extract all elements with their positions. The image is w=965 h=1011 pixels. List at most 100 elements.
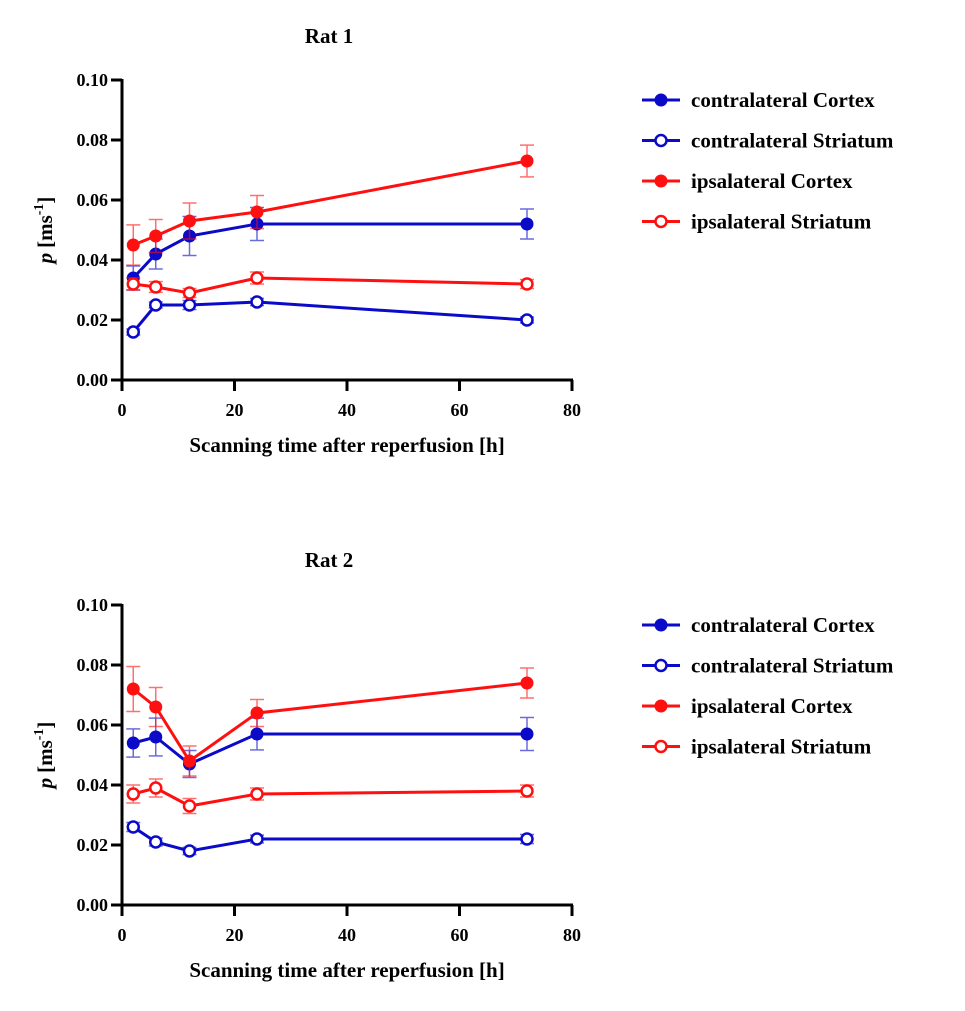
data-point — [149, 835, 163, 849]
legend-item: ipsalateral Striatum — [642, 735, 872, 759]
x-tick-label: 40 — [338, 400, 356, 420]
x-tick-label: 60 — [451, 925, 469, 945]
legend-marker — [654, 214, 668, 229]
legend-label: contralateral Cortex — [691, 88, 875, 112]
x-tick-label: 80 — [563, 400, 581, 420]
y-axis-label: p [ms-1] — [32, 197, 57, 266]
data-point — [520, 154, 534, 168]
data-point — [126, 682, 140, 696]
data-point — [182, 286, 197, 300]
legend-item: contralateral Striatum — [642, 654, 894, 678]
data-point — [520, 784, 534, 798]
chart-panel-1: Rat 1 0.00 0.02 0.04 0.06 0.08 0.10 0 20 40 60 80 Sc… — [32, 24, 894, 457]
series-line — [132, 681, 528, 764]
x-tick-label: 0 — [118, 925, 127, 945]
data-point — [520, 313, 534, 327]
series-ipsalateral-striatum — [126, 271, 534, 300]
data-point — [126, 736, 140, 750]
x-tick-label: 60 — [451, 400, 469, 420]
x-axis-label: Scanning time after reperfusion [h] — [189, 433, 504, 457]
y-axis-label-unit: [ms — [33, 215, 57, 248]
data-point — [149, 280, 163, 294]
legend-marker — [654, 133, 668, 148]
x-tick-label: 40 — [338, 925, 356, 945]
data-point — [250, 727, 264, 741]
legend-label: ipsalateral Cortex — [691, 169, 853, 193]
chart-panel-2: Rat 2 0.00 0.02 0.04 0.06 0.08 0.10 0 20 40 60 80 Sc… — [32, 548, 894, 982]
data-point — [149, 229, 163, 243]
data-point — [183, 214, 196, 228]
series-ipsalateral-cortex — [126, 144, 534, 266]
data-point — [250, 787, 264, 801]
legend-marker — [654, 174, 668, 188]
data-point — [149, 298, 163, 312]
legend-label: contralateral Cortex — [691, 613, 875, 637]
y-tick-label: 0.02 — [77, 310, 109, 330]
data-point — [126, 820, 140, 834]
legend-marker — [654, 93, 668, 107]
data-point — [250, 205, 264, 219]
data-point — [250, 706, 264, 720]
data-point — [250, 295, 264, 309]
data-point — [250, 832, 264, 846]
y-axis-label-symbol: p — [33, 778, 57, 791]
legend-label: ipsalateral Striatum — [691, 735, 872, 759]
data-point — [126, 325, 140, 339]
x-tick-label: 20 — [226, 925, 244, 945]
legend-marker — [654, 739, 668, 754]
y-tick-label: 0.06 — [77, 190, 109, 210]
series-contralateral-striatum — [126, 295, 534, 339]
legend-label: contralateral Striatum — [691, 654, 894, 678]
legend-item: contralateral Cortex — [642, 88, 875, 112]
x-tick-label: 0 — [118, 400, 127, 420]
y-tick-label: 0.10 — [77, 70, 109, 90]
y-tick-label: 0.08 — [77, 655, 109, 675]
x-tick-label: 80 — [563, 925, 581, 945]
data-point — [126, 277, 140, 291]
y-tick-label: 0.04 — [77, 250, 109, 270]
legend-marker — [654, 658, 668, 673]
data-point — [520, 727, 534, 741]
series-ipsalateral-striatum — [126, 778, 534, 815]
legend-marker — [654, 699, 668, 713]
error-bars — [126, 144, 534, 266]
data-point — [250, 271, 264, 285]
data-point — [520, 217, 534, 231]
y-axis-label-exponent: -1 — [32, 204, 47, 216]
series-contralateral-striatum — [126, 820, 534, 858]
y-axis-label-unit: [ms — [33, 740, 57, 773]
data-point — [182, 298, 197, 312]
legend-item: contralateral Cortex — [642, 613, 875, 637]
y-axis-label: p [ms-1] — [32, 722, 57, 791]
legend-label: ipsalateral Striatum — [691, 210, 872, 234]
data-point — [182, 799, 197, 813]
legend-label: contralateral Striatum — [691, 129, 894, 153]
y-tick-label: 0.08 — [77, 130, 109, 150]
legend-label: ipsalateral Cortex — [691, 694, 853, 718]
y-tick-label: 0.00 — [77, 370, 109, 390]
legend-item: contralateral Striatum — [642, 129, 894, 153]
data-point — [149, 247, 163, 261]
y-tick-label: 0.00 — [77, 895, 109, 915]
data-point — [126, 787, 140, 801]
y-axis-label-exponent: -1 — [32, 729, 47, 741]
data-point — [520, 832, 534, 846]
y-tick-label: 0.04 — [77, 775, 109, 795]
x-axis-label: Scanning time after reperfusion [h] — [189, 958, 504, 982]
data-point — [520, 676, 534, 690]
data-point — [520, 277, 534, 291]
y-axis-label-close: ] — [33, 722, 57, 729]
y-tick-label: 0.10 — [77, 595, 109, 615]
y-axis-label-symbol: p — [33, 253, 57, 266]
data-point — [182, 844, 197, 858]
series-contralateral-cortex — [126, 716, 534, 779]
legend-marker — [654, 618, 668, 632]
data-point — [149, 700, 163, 714]
x-tick-label: 20 — [226, 400, 244, 420]
y-tick-label: 0.02 — [77, 835, 109, 855]
data-point — [183, 754, 196, 768]
data-point — [149, 730, 163, 744]
legend-item: ipsalateral Striatum — [642, 210, 872, 234]
y-tick-label: 0.06 — [77, 715, 109, 735]
